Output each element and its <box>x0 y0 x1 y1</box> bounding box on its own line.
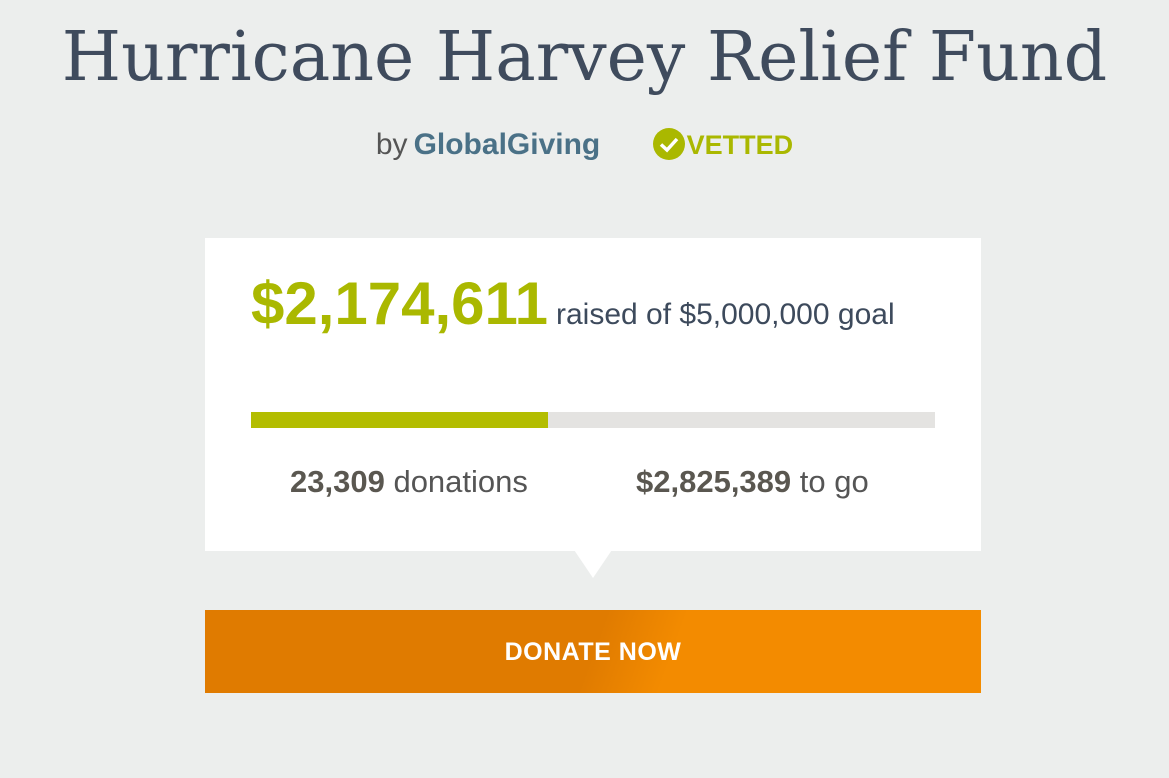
donations-text: donations <box>393 464 528 499</box>
progress-track <box>251 412 935 428</box>
donations-stat: 23,309 donations <box>290 464 528 500</box>
goal-text: goal <box>837 298 895 331</box>
raised-amount: $2,174,611 <box>251 270 548 337</box>
remaining-amount: $2,825,389 <box>636 464 792 499</box>
donate-button[interactable]: DONATE NOW <box>205 610 981 693</box>
organization-link[interactable]: GlobalGiving <box>413 128 601 161</box>
remaining-text: to go <box>799 464 869 499</box>
progress-card: $2,174,611 raised of $5,000,000 goal 23,3… <box>205 238 981 551</box>
goal-amount: $5,000,000 <box>679 298 830 331</box>
donations-count: 23,309 <box>290 464 385 499</box>
badge-text: VETTED <box>686 130 794 160</box>
remaining-stat: $2,825,389 to go <box>636 464 869 500</box>
progress-fill <box>251 412 549 428</box>
by-text: by <box>375 128 408 161</box>
check-icon <box>652 128 685 160</box>
amount-line: $2,174,611 raised of $5,000,000 goal <box>251 274 941 341</box>
raised-text: raised of <box>555 298 672 331</box>
byline: by GlobalGiving VETTED <box>0 128 1169 162</box>
vetted-badge: VETTED <box>652 128 794 160</box>
page-title: Hurricane Harvey Relief Fund <box>61 18 1108 97</box>
